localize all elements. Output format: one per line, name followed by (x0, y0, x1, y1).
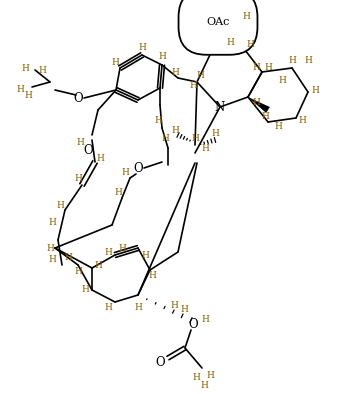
Text: H: H (274, 121, 282, 130)
Polygon shape (214, 35, 222, 55)
Text: H: H (196, 71, 204, 80)
Text: H: H (96, 154, 104, 162)
Text: H: H (298, 115, 306, 125)
Text: H: H (56, 201, 64, 210)
Text: H: H (191, 134, 199, 143)
Text: O: O (155, 355, 165, 368)
Text: H: H (170, 301, 178, 310)
Text: H: H (242, 11, 250, 20)
Text: H: H (226, 37, 234, 46)
Text: N: N (215, 100, 225, 113)
Text: H: H (111, 58, 119, 67)
Text: H: H (64, 253, 72, 262)
Text: H: H (74, 268, 82, 277)
Text: H: H (304, 56, 312, 65)
Text: H: H (201, 316, 209, 325)
Text: H: H (311, 85, 319, 95)
Text: H: H (264, 63, 272, 71)
Text: H: H (138, 43, 146, 52)
Text: H: H (46, 243, 54, 253)
Text: H: H (252, 63, 260, 71)
Text: O: O (188, 318, 198, 331)
Text: H: H (48, 217, 56, 227)
Text: H: H (246, 39, 254, 48)
Text: H: H (161, 134, 169, 143)
Text: H: H (94, 260, 102, 269)
Text: H: H (200, 381, 208, 390)
Text: H: H (118, 243, 126, 253)
Text: H: H (38, 65, 46, 74)
Text: H: H (189, 80, 197, 89)
Text: H: H (192, 374, 200, 383)
Text: H: H (201, 143, 209, 152)
Text: H: H (48, 255, 56, 264)
Text: H: H (171, 126, 179, 134)
Text: H: H (16, 84, 24, 93)
Text: OAc: OAc (206, 17, 230, 27)
Text: H: H (21, 63, 29, 72)
Text: O: O (83, 143, 93, 156)
Text: H: H (148, 271, 156, 279)
Text: H: H (206, 372, 214, 381)
Text: O: O (73, 91, 83, 104)
Text: H: H (74, 173, 82, 182)
Text: H: H (81, 286, 89, 294)
Text: H: H (158, 52, 166, 61)
Text: H: H (134, 303, 142, 312)
Text: H: H (252, 97, 260, 106)
Text: H: H (288, 56, 296, 65)
Text: O: O (133, 162, 143, 175)
Text: H: H (121, 167, 129, 177)
Text: H: H (180, 305, 188, 314)
Text: H: H (278, 76, 286, 84)
Polygon shape (248, 97, 270, 113)
Text: H: H (154, 115, 162, 125)
Text: H: H (261, 112, 269, 121)
Text: H: H (171, 67, 179, 76)
Text: H: H (211, 128, 219, 138)
Text: H: H (24, 91, 32, 100)
Text: H: H (76, 138, 84, 147)
Text: H: H (141, 251, 149, 260)
Text: H: H (114, 188, 122, 197)
Text: H: H (104, 247, 112, 256)
Text: H: H (104, 303, 112, 312)
